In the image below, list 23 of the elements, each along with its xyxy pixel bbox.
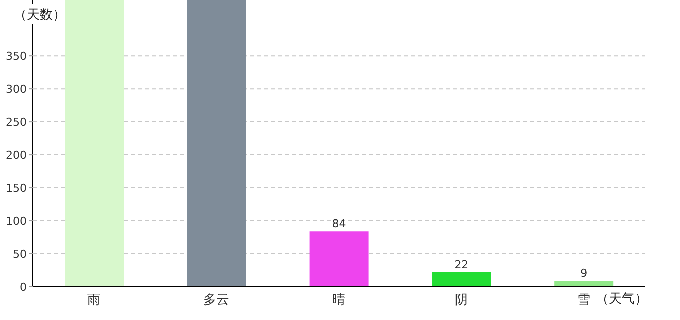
x-tick-label: 阴 bbox=[454, 293, 468, 308]
bar bbox=[187, 0, 246, 287]
y-tick-label: 350 bbox=[6, 50, 27, 63]
bar bbox=[65, 0, 124, 287]
y-tick-label: 250 bbox=[6, 116, 27, 129]
x-tick-label: 雨 bbox=[88, 293, 101, 308]
bar bbox=[554, 281, 614, 287]
y-tick-label: 150 bbox=[6, 182, 27, 195]
data-label: 84 bbox=[332, 218, 346, 231]
data-label: 22 bbox=[454, 258, 469, 272]
data-label: 9 bbox=[580, 267, 588, 280]
y-axis-title: （天数） bbox=[14, 8, 66, 23]
y-tick-label: 50 bbox=[13, 248, 27, 261]
y-tick-label: 200 bbox=[6, 148, 27, 162]
y-tick-label: 300 bbox=[6, 82, 27, 96]
bar bbox=[432, 272, 492, 287]
y-tick-label: 0 bbox=[20, 280, 27, 294]
y-tick-label: 100 bbox=[6, 214, 27, 228]
x-tick-label: 晴 bbox=[332, 293, 346, 308]
x-tick-label: 雪 bbox=[577, 293, 590, 308]
bar bbox=[310, 232, 369, 287]
x-axis-title: （天气） bbox=[596, 292, 648, 307]
x-tick-label: 多云 bbox=[204, 293, 230, 308]
